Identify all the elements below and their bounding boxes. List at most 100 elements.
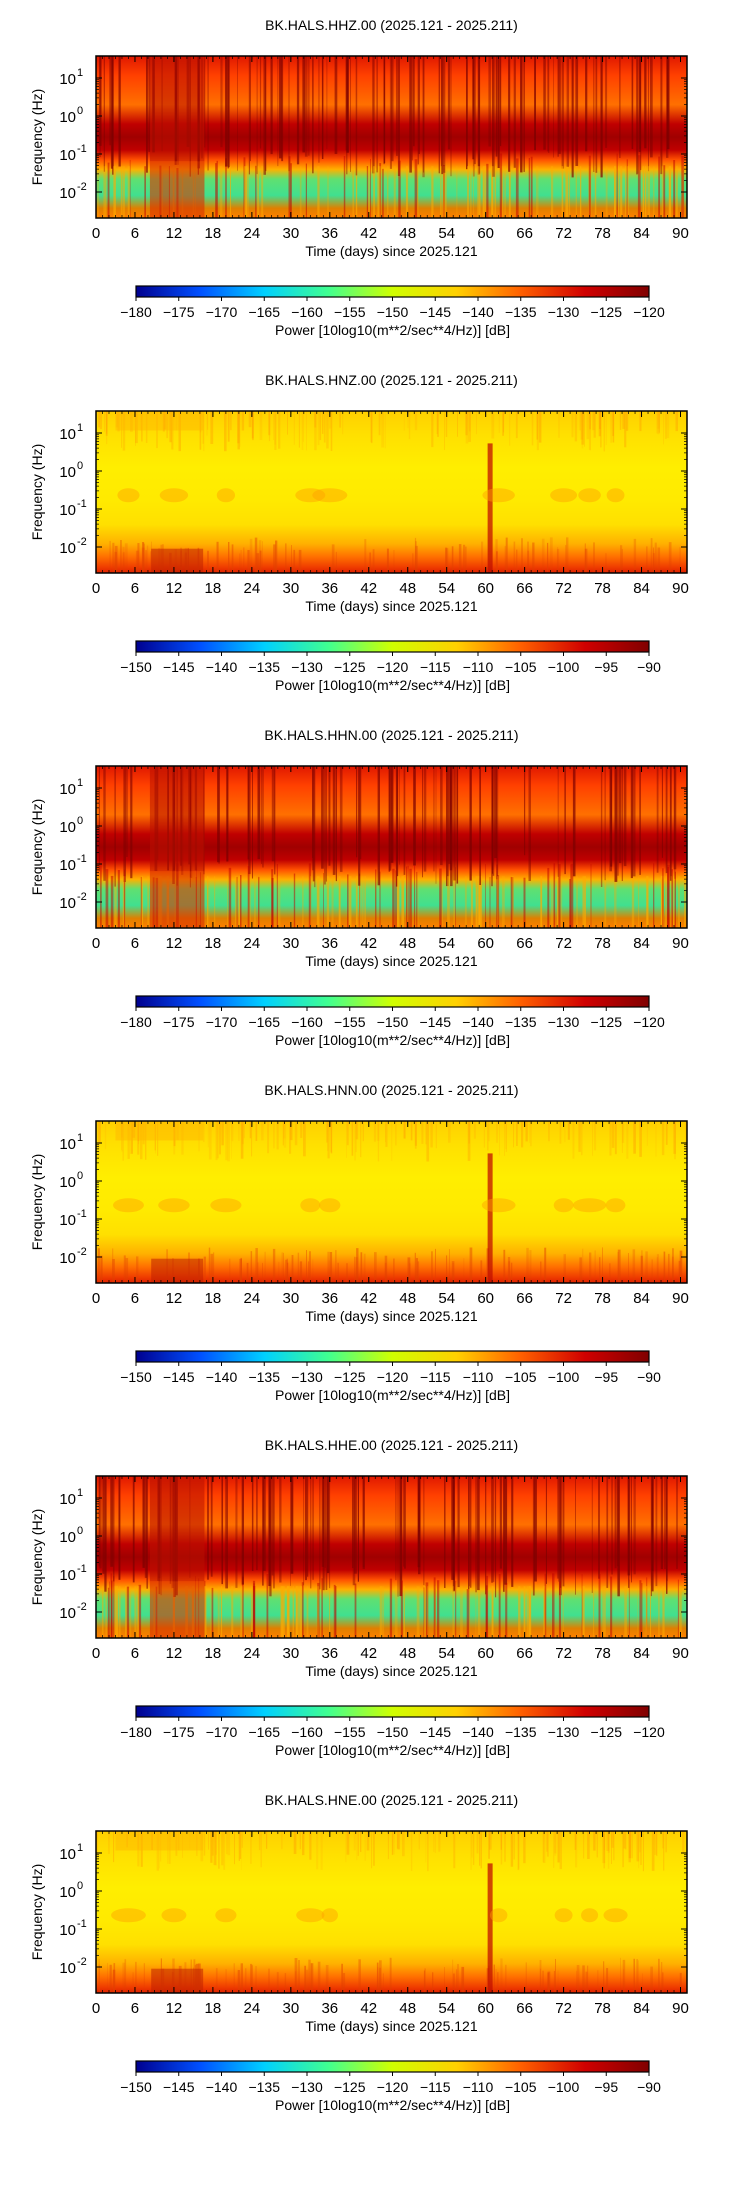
spectrogram-image [96, 411, 687, 573]
colorbar-tick-label: −150 [120, 1369, 152, 1385]
colorbar-tick-label: −180 [120, 1724, 152, 1740]
colorbar-tick-label: −115 [420, 659, 451, 675]
x-tick-label: 72 [555, 2000, 572, 2017]
colorbar-tick-label: −130 [548, 1724, 580, 1740]
colorbar-tick-label: −145 [163, 1369, 195, 1385]
colorbar-tick-label: −130 [291, 659, 323, 675]
x-tick-label: 36 [321, 225, 338, 242]
y-tick-exponent: 0 [77, 1880, 83, 1892]
x-tick-label: 54 [438, 2000, 455, 2017]
colorbar-tick-label: −150 [120, 2079, 152, 2095]
x-tick-label: 78 [594, 1645, 611, 1662]
x-tick-label: 0 [92, 935, 100, 952]
x-tick-label: 30 [282, 1290, 299, 1307]
colorbar-label: Power [10log10(m**2/sec**4/Hz)] [dB] [275, 1032, 510, 1048]
colorbar-tick-label: −105 [505, 659, 537, 675]
x-tick-label: 66 [516, 1290, 533, 1307]
colorbar-tick-label: −110 [463, 659, 494, 675]
chart-title: BK.HALS.HHE.00 (2025.121 - 2025.211) [265, 1437, 518, 1453]
x-tick-label: 6 [131, 2000, 139, 2017]
x-tick-label: 78 [594, 2000, 611, 2017]
colorbar [135, 2060, 650, 2073]
y-tick-label: 10 [59, 1884, 76, 1901]
y-tick-label: 10 [59, 185, 76, 202]
x-tick-label: 78 [594, 1290, 611, 1307]
colorbar-tick-label: −115 [420, 2079, 451, 2095]
x-tick-label: 54 [438, 1645, 455, 1662]
colorbar-tick-label: −135 [505, 304, 537, 320]
colorbar-tick-label: −140 [462, 304, 494, 320]
colorbar-label: Power [10log10(m**2/sec**4/Hz)] [dB] [275, 1742, 510, 1758]
colorbar-tick-label: −145 [163, 659, 195, 675]
x-tick-label: 48 [399, 1645, 416, 1662]
x-tick-label: 6 [131, 225, 139, 242]
x-tick-label: 66 [516, 1645, 533, 1662]
x-tick-label: 60 [477, 580, 494, 597]
x-tick-label: 48 [399, 935, 416, 952]
x-tick-label: 42 [360, 225, 377, 242]
x-tick-label: 72 [555, 580, 572, 597]
x-tick-label: 60 [477, 1645, 494, 1662]
colorbar-tick-label: −125 [590, 1014, 622, 1030]
chart-title: BK.HALS.HHZ.00 (2025.121 - 2025.211) [265, 17, 518, 33]
y-tick-exponent: 1 [77, 1132, 83, 1144]
colorbar-tick-label: −105 [505, 2079, 537, 2095]
x-tick-label: 90 [672, 580, 689, 597]
spectrogram-image [96, 1121, 687, 1283]
y-axis-label: Frequency (Hz) [29, 1509, 45, 1605]
plot-frame [95, 55, 688, 219]
y-tick-label: 10 [59, 857, 76, 874]
y-tick-label: 10 [59, 1212, 76, 1229]
colorbar-tick-label: −150 [377, 304, 409, 320]
y-tick-exponent: 0 [77, 1525, 83, 1537]
x-tick-label: 42 [360, 2000, 377, 2017]
x-tick-label: 18 [205, 225, 222, 242]
x-tick-label: 6 [131, 1645, 139, 1662]
colorbar-tick-label: −95 [594, 1369, 618, 1385]
y-tick-exponent: -1 [77, 1208, 87, 1220]
x-tick-label: 24 [244, 580, 261, 597]
colorbar-tick-label: −125 [334, 1369, 366, 1385]
y-tick-exponent: -2 [77, 181, 87, 193]
y-tick-exponent: -1 [77, 143, 87, 155]
colorbar-tick-label: −125 [590, 304, 622, 320]
spectrogram-panel: BK.HALS.HNN.00 (2025.121 - 2025.211)0 6 12… [29, 1082, 689, 1403]
x-tick-label: 6 [131, 1290, 139, 1307]
y-tick-label: 10 [59, 781, 76, 798]
colorbar-tick-label: −155 [334, 1014, 366, 1030]
y-axis-label: Frequency (Hz) [29, 1154, 45, 1250]
colorbar-tick-label: −170 [206, 304, 238, 320]
x-tick-label: 42 [360, 580, 377, 597]
y-tick-label: 10 [59, 1529, 76, 1546]
y-tick-exponent: 0 [77, 105, 83, 117]
y-tick-label: 10 [59, 71, 76, 88]
colorbar-tick-label: −125 [334, 2079, 366, 2095]
spectrogram-image [96, 766, 687, 928]
y-axis-label: Frequency (Hz) [29, 444, 45, 540]
colorbar-tick-label: −95 [594, 659, 618, 675]
x-tick-label: 12 [166, 1290, 183, 1307]
y-tick-label: 10 [59, 147, 76, 164]
x-tick-label: 18 [205, 580, 222, 597]
colorbar-tick-label: −145 [419, 1724, 451, 1740]
colorbar-tick-label: −145 [419, 304, 451, 320]
y-tick-exponent: -1 [77, 853, 87, 865]
colorbar-tick-label: −150 [377, 1724, 409, 1740]
x-tick-label: 0 [92, 1645, 100, 1662]
colorbar-label: Power [10log10(m**2/sec**4/Hz)] [dB] [275, 677, 510, 693]
x-tick-label: 30 [282, 2000, 299, 2017]
colorbar-tick-label: −140 [462, 1014, 494, 1030]
x-tick-label: 36 [321, 1290, 338, 1307]
y-tick-exponent: -1 [77, 498, 87, 510]
colorbar-tick-label: −120 [377, 659, 409, 675]
y-tick-label: 10 [59, 819, 76, 836]
y-tick-exponent: 1 [77, 1487, 83, 1499]
x-tick-label: 78 [594, 580, 611, 597]
spectrogram-panel: BK.HALS.HHZ.00 (2025.121 - 2025.211)0 6 12… [29, 17, 689, 338]
x-tick-label: 66 [516, 225, 533, 242]
y-axis-label: Frequency (Hz) [29, 1864, 45, 1960]
x-tick-label: 30 [282, 1645, 299, 1662]
x-tick-label: 84 [633, 1290, 650, 1307]
y-tick-exponent: -2 [77, 1601, 87, 1613]
x-tick-label: 0 [92, 225, 100, 242]
